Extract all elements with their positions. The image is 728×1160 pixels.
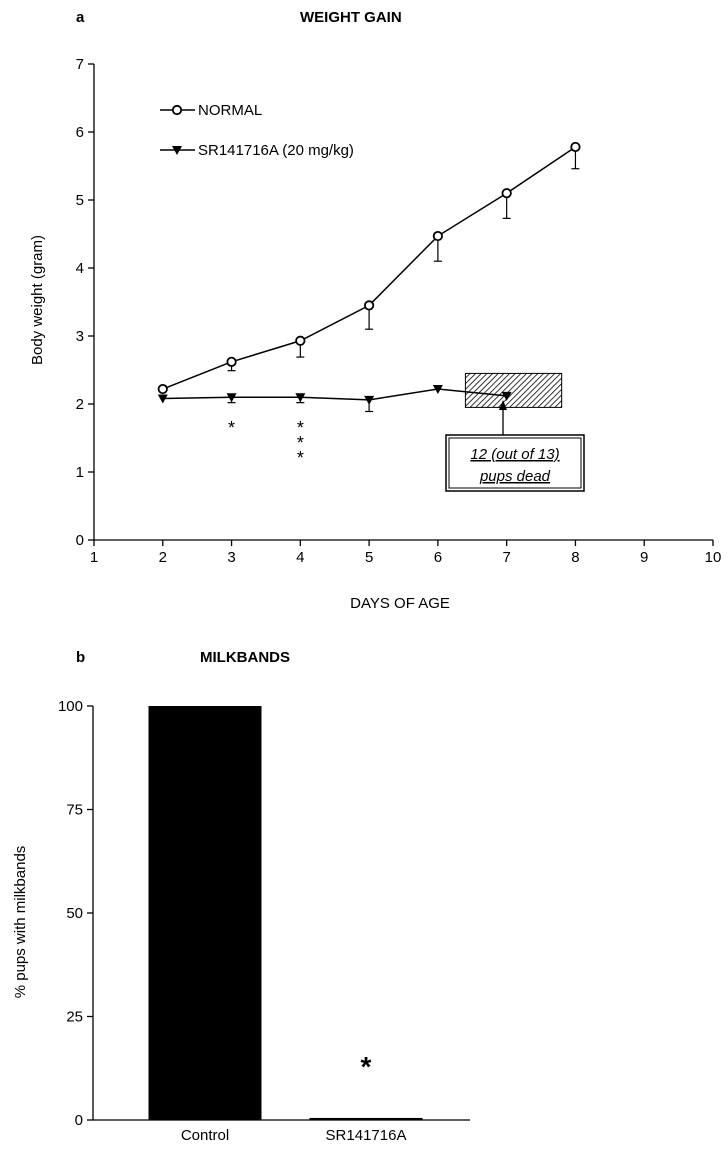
y-tick-label: 3 xyxy=(76,328,84,345)
data-point-sr141716a xyxy=(432,385,443,395)
bar-significance-marker: * xyxy=(361,1051,372,1082)
bar-y-tick-label: 0 xyxy=(75,1112,83,1129)
annotation-inner xyxy=(448,437,582,489)
bars xyxy=(148,706,423,1120)
panel-a: a WEIGHT GAIN Body weight (gram) DAYS OF… xyxy=(29,9,721,612)
significance-marker: * xyxy=(228,418,235,438)
x-tick-label: 5 xyxy=(365,549,373,566)
y-tick-label: 5 xyxy=(76,192,84,209)
annotation-box: 12 (out of 13) pups dead xyxy=(445,400,585,492)
panel-a-label: a xyxy=(76,9,85,26)
series-line-normal xyxy=(162,146,576,390)
y-tick-label: 0 xyxy=(76,532,84,549)
series-line-sr141716a xyxy=(162,388,507,401)
bar-y-tick-label: 25 xyxy=(66,1009,83,1026)
data-point-normal xyxy=(226,356,237,367)
annotation-arrow-head xyxy=(499,400,507,410)
x-tick-label: 2 xyxy=(159,549,167,566)
category-labels: Control SR141716A xyxy=(181,1127,407,1144)
legend-marker-normal xyxy=(171,104,183,116)
data-point-normal xyxy=(501,188,512,199)
y-ticks-a: 0 1 2 3 4 5 6 7 xyxy=(76,56,94,549)
data-point-normal xyxy=(432,230,443,242)
annotation-line2: pups dead xyxy=(479,468,551,485)
data-point-sr141716a xyxy=(226,393,237,403)
significance-marker: * xyxy=(297,433,304,453)
x-tick-label: 4 xyxy=(296,549,304,566)
category-label: Control xyxy=(181,1127,229,1144)
data-point-sr141716a xyxy=(364,395,375,405)
annotation-outer xyxy=(445,434,585,492)
y-tick-label: 2 xyxy=(76,396,84,413)
data-point-sr141716a xyxy=(501,391,512,401)
series-a xyxy=(157,141,581,413)
panel-b: b MILKBANDS % pups with milkbands 0 25 50 7… xyxy=(12,649,470,1144)
x-tick-label: 8 xyxy=(571,549,579,566)
data-point-normal xyxy=(364,300,375,311)
x-tick-label: 9 xyxy=(640,549,648,566)
legend-label-sr: SR141716A (20 mg/kg) xyxy=(198,142,354,159)
data-point-normal xyxy=(295,335,306,346)
legend: NORMAL SR141716A (20 mg/kg) xyxy=(160,102,354,159)
dead-pups-hatched-rect xyxy=(464,372,563,408)
panel-b-title: MILKBANDS xyxy=(200,649,290,666)
legend-label-normal: NORMAL xyxy=(198,102,262,119)
significance-a: * *** xyxy=(228,418,304,468)
y-tick-label: 7 xyxy=(76,56,84,73)
data-point-sr141716a xyxy=(295,393,306,403)
significance-b: * xyxy=(361,1051,372,1082)
y-tick-label: 4 xyxy=(76,260,84,277)
data-point-normal xyxy=(157,383,168,395)
y-tick-label: 6 xyxy=(76,124,84,141)
y-ticks-b: 0 25 50 75 100 xyxy=(58,698,93,1129)
panel-a-title: WEIGHT GAIN xyxy=(300,9,402,26)
axes-a xyxy=(93,64,713,541)
x-tick-label: 3 xyxy=(227,549,235,566)
x-tick-label: 7 xyxy=(502,549,510,566)
bar-y-tick-label: 100 xyxy=(58,698,83,715)
x-tick-label: 10 xyxy=(705,549,722,566)
x-axis-label: DAYS OF AGE xyxy=(350,595,450,612)
dead-pups-region xyxy=(464,372,563,408)
bar-y-tick-label: 50 xyxy=(66,905,83,922)
bar-y-tick-label: 75 xyxy=(66,802,83,819)
significance-marker: * xyxy=(297,448,304,468)
data-point-sr141716a xyxy=(157,394,168,404)
x-tick-label: 1 xyxy=(90,549,98,566)
y-axis-label: Body weight (gram) xyxy=(29,235,46,365)
bar-control xyxy=(148,706,262,1120)
legend-marker-sr xyxy=(172,146,182,155)
category-label: SR141716A xyxy=(326,1127,407,1144)
x-ticks-a: 1 2 3 4 5 6 7 8 9 10 xyxy=(90,540,722,566)
x-tick-label: 6 xyxy=(434,549,442,566)
bar-sr141716a xyxy=(309,1117,423,1120)
significance-marker: * xyxy=(297,418,304,438)
panel-b-label: b xyxy=(76,649,85,666)
y-tick-label: 1 xyxy=(76,464,84,481)
annotation-line1: 12 (out of 13) xyxy=(470,446,559,463)
data-point-normal xyxy=(570,141,581,153)
bar-y-axis-label: % pups with milkbands xyxy=(12,846,29,999)
